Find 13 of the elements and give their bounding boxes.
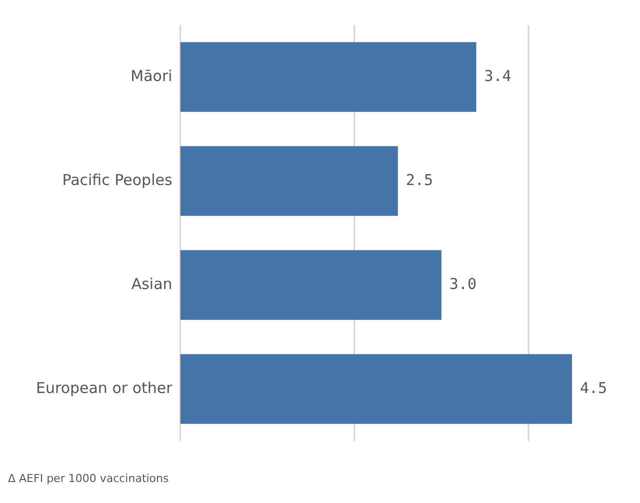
y-tick-label: Māori (130, 66, 172, 85)
y-tick-label: Pacific Peoples (62, 170, 172, 189)
data-label: 3.0 (449, 274, 477, 293)
bar (180, 250, 442, 320)
data-label: 2.5 (406, 170, 433, 189)
data-label: 4.5 (580, 378, 608, 397)
bar (180, 354, 572, 424)
y-tick-label: European or other (36, 378, 174, 397)
bar (180, 146, 398, 216)
text: Δ AEFI per 1000 vaccinations (8, 472, 170, 485)
bar (180, 42, 476, 112)
y-tick-label: Asian (131, 274, 172, 293)
data-label: 3.4 (484, 66, 512, 85)
